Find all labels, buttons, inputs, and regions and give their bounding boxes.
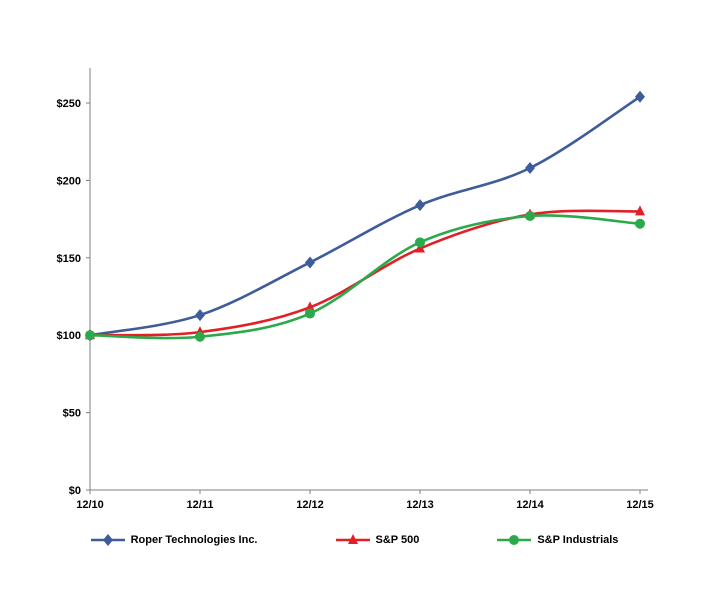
series-marker-s-p-industrials — [195, 331, 205, 342]
series-marker-roper-technologies-inc — [635, 90, 645, 103]
legend-circle-icon — [497, 535, 532, 545]
legend-label: S&P 500 — [375, 534, 420, 546]
series-marker-roper-technologies-inc — [415, 199, 425, 212]
legend-item-s-p-industrials: S&P Industrials — [497, 534, 618, 546]
legend-label: Roper Technologies Inc. — [130, 534, 258, 546]
legend-item-roper-technologies-inc: Roper Technologies Inc. — [90, 534, 258, 546]
series-marker-s-p-500 — [305, 301, 315, 312]
series-line-s-p-500 — [88, 209, 642, 337]
legend-triangle-icon — [335, 534, 370, 544]
x-tick-label: 12/10 — [76, 499, 104, 511]
series-marker-roper-technologies-inc — [305, 256, 315, 269]
series-marker-roper-technologies-inc — [525, 162, 535, 175]
series-marker-roper-technologies-inc — [195, 309, 205, 322]
series-marker-s-p-500 — [635, 205, 645, 216]
y-tick-label: $0 — [69, 485, 81, 497]
legend-diamond-icon — [90, 534, 125, 546]
series-marker-s-p-industrials — [415, 237, 425, 248]
y-tick-label: $150 — [57, 253, 81, 265]
legend-label: S&P Industrials — [537, 534, 619, 546]
x-tick-label: 12/15 — [626, 499, 654, 511]
x-tick-label: 12/13 — [406, 499, 434, 511]
series-line-s-p-industrials — [88, 214, 642, 340]
chart-svg: $0 $50 $100 $150 $200 $250 12/10 12/11 12/12 12/1… — [57, 68, 654, 511]
x-tick-label: 12/14 — [516, 499, 544, 511]
series-line-roper-technologies-inc — [88, 95, 642, 337]
series-marker-s-p-500 — [415, 242, 425, 253]
series-marker-s-p-industrials — [85, 330, 95, 341]
x-tick-label: 12/11 — [187, 499, 214, 511]
y-tick-label: $50 — [63, 408, 81, 420]
x-tick-label: 12/12 — [296, 499, 324, 511]
chart-legend: Roper Technologies Inc. S&P 500 S&P Indust… — [0, 534, 709, 546]
series-marker-s-p-industrials — [305, 308, 315, 319]
y-tick-label: $200 — [57, 175, 81, 187]
y-tick-label: $100 — [57, 330, 81, 342]
series-marker-s-p-industrials — [525, 211, 535, 222]
series-marker-s-p-industrials — [635, 218, 645, 229]
legend-item-s-p-500: S&P 500 — [335, 534, 420, 546]
y-tick-label: $250 — [57, 98, 81, 110]
